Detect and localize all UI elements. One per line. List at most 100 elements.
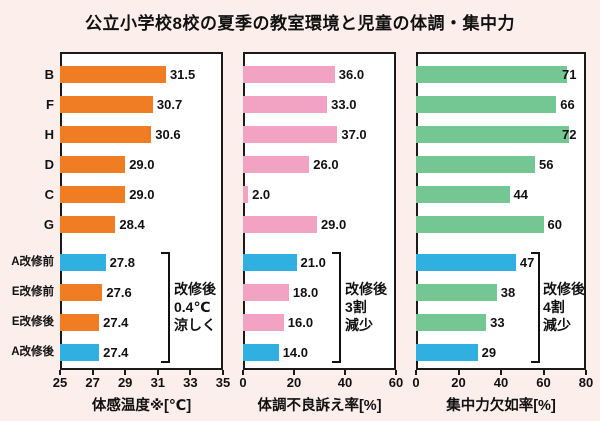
bar-value-label: 27.4 [103,314,129,330]
axis-tick [457,370,460,375]
category-label: D [44,156,54,172]
axis-tick-label: 20 [451,375,466,390]
bar-perceived-temperature [60,253,106,271]
bar-value-label: 60 [547,216,562,232]
bar-physical-complaint-rate [243,253,297,271]
bar-value-label: 37.0 [341,126,367,142]
bar-concentration-lack-rate [416,313,487,331]
bar-perceived-temperature [60,283,103,301]
bar-concentration-lack-rate [416,95,557,113]
bar-value-label: 38 [500,284,516,300]
axis-tick-label: 33 [183,375,198,390]
bar-concentration-lack-rate [416,65,567,83]
bar-value-label: 44 [513,186,528,202]
bar-value-label: 30.7 [156,96,183,112]
axis-tick-label: 29 [117,375,133,390]
axis-tick [500,370,502,375]
bar-perceived-temperature [60,65,166,83]
bar-value-label: 16.0 [287,314,314,330]
bar-value-label: 29.0 [320,216,347,232]
axis-tick-label: 0 [239,375,247,390]
bar-physical-complaint-rate [243,313,284,331]
category-label: C [44,186,54,202]
bar-physical-complaint-rate [243,185,249,203]
axis-tick-label: 60 [388,375,404,390]
bar-value-label: 71 [562,66,577,82]
bar-value-label: 31.5 [169,66,196,82]
group-bracket [339,251,341,363]
annotation-concentration-lack-rate: 改修後 4割 減少 [543,281,585,333]
axis-tick-label: 60 [536,375,551,390]
bar-perceived-temperature [60,313,100,331]
axis-tick [59,370,61,375]
category-label: A改修後 [11,345,54,358]
page-title: 公立小学校8校の夏季の教室環境と児童の体調・集中力 [85,14,515,33]
axis-tick [156,370,159,375]
bar-concentration-lack-rate [416,185,510,203]
bar-physical-complaint-rate [243,283,289,301]
group-bracket-arm [161,360,170,363]
axis-title-perceived-temperature: 体感温度※[℃] [91,398,192,414]
bar-value-label: 47 [519,254,535,270]
bar-value-label: 33 [490,314,505,330]
bar-value-label: 27.4 [103,344,129,360]
category-label: E改修前 [11,285,54,298]
axis-tick [189,370,192,375]
group-bracket [168,251,170,363]
bar-value-label: 21.0 [300,254,326,270]
bar-value-label: 29.0 [129,156,155,172]
bar-perceived-temperature [60,215,116,233]
bar-value-label: 26.0 [313,156,339,172]
bar-perceived-temperature [60,125,152,143]
axis-tick [585,370,587,375]
group-bracket-arm [161,251,170,254]
bar-value-label: 66 [560,96,575,112]
bar-concentration-lack-rate [416,283,497,301]
axis-title-physical-complaint-rate: 体調不良訴え率[%] [257,398,382,414]
bar-value-label: 28.4 [119,216,145,232]
bar-value-label: 30.6 [155,126,181,142]
axis-tick-label: 25 [52,375,68,390]
bar-physical-complaint-rate [243,65,335,83]
group-bracket-arm [332,360,341,363]
bar-perceived-temperature [60,95,153,113]
annotation-perceived-temperature: 改修後 0.4℃ 涼しく [174,281,216,333]
axis-tick-label: 20 [286,375,302,390]
axis-tick [344,370,346,375]
category-label: B [44,66,54,82]
bar-concentration-lack-rate [416,215,544,233]
bar-value-label: 27.8 [109,254,135,270]
axis-tick [222,370,224,375]
bar-value-label: 29 [481,344,497,360]
category-label: G [43,216,54,232]
bar-physical-complaint-rate [243,125,338,143]
bar-concentration-lack-rate [416,253,516,271]
axis-tick [124,370,127,375]
group-bracket [538,251,540,363]
axis-tick-label: 27 [85,375,100,390]
bar-value-label: 36.0 [338,66,365,82]
bar-physical-complaint-rate [243,343,279,361]
bar-perceived-temperature [60,185,126,203]
axis-tick-label: 35 [215,375,231,390]
category-label: A改修前 [11,255,54,268]
group-bracket-arm [531,251,540,254]
bar-value-label: 56 [539,156,554,172]
axis-tick [242,370,244,375]
group-bracket-arm [332,251,341,254]
axis-tick-label: 31 [150,375,166,390]
category-label: E改修後 [11,315,54,328]
bar-value-label: 72 [562,126,577,142]
bar-physical-complaint-rate [243,215,317,233]
category-label: H [44,126,54,142]
axis-tick-label: 0 [412,375,420,390]
bar-concentration-lack-rate [416,343,478,361]
axis-tick [91,370,94,375]
category-label: F [46,96,54,112]
bar-concentration-lack-rate [416,155,535,173]
axis-tick [542,370,545,375]
bar-value-label: 27.6 [106,284,132,300]
axis-tick-label: 80 [578,375,594,390]
